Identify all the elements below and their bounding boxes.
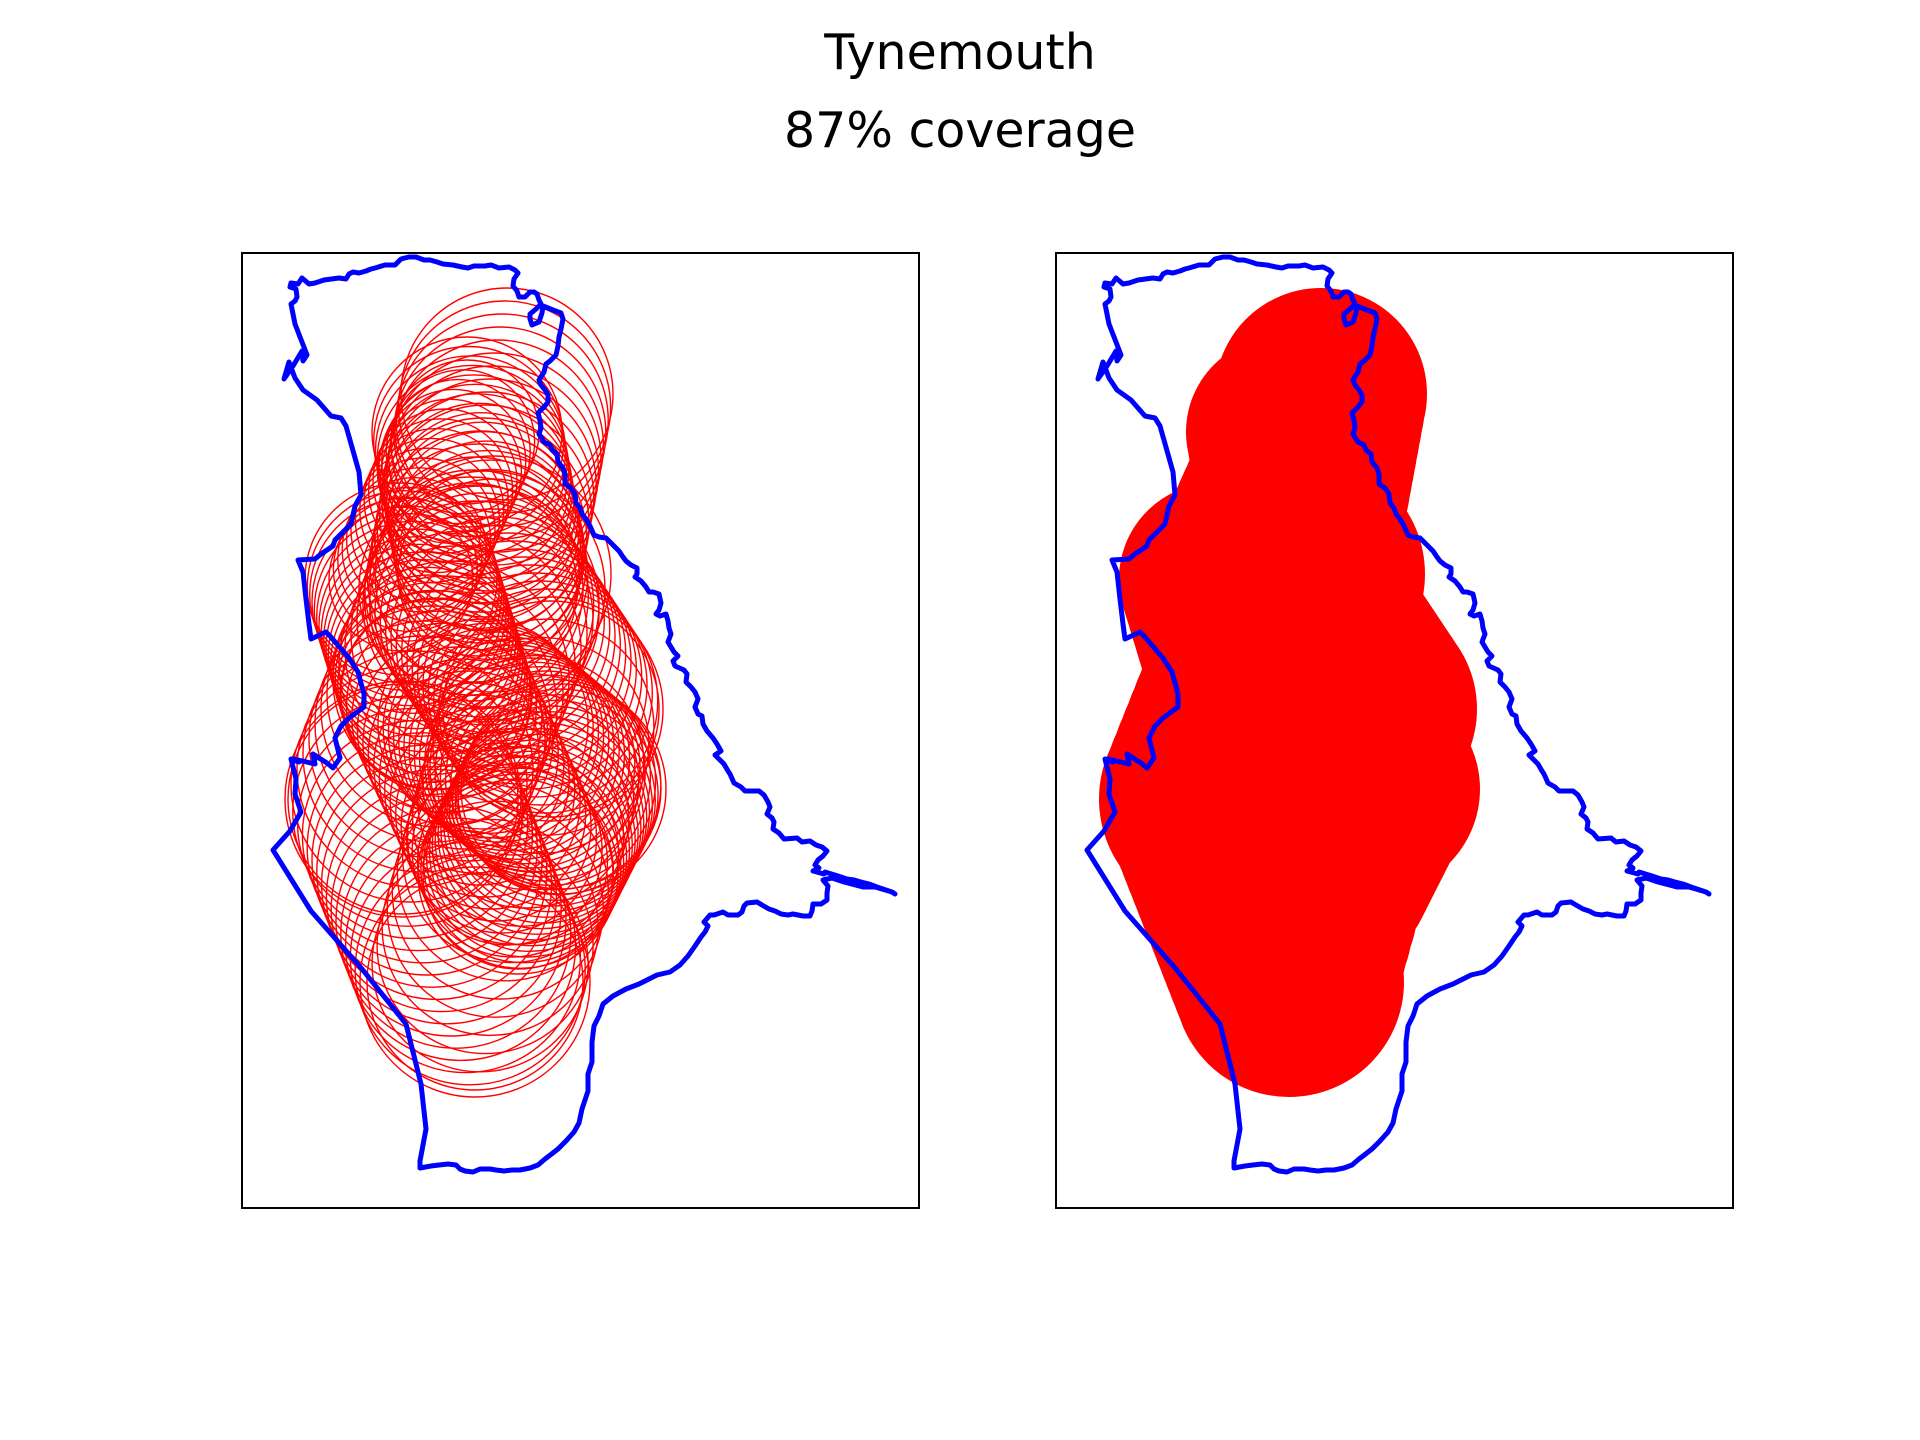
coverage-circle: [394, 718, 587, 910]
coverage-circle: [448, 711, 651, 913]
coverage-circle: [392, 631, 605, 843]
coverage-circle: [428, 750, 631, 952]
tynemouth-boundary: [1084, 254, 1712, 1175]
coverage-circle: [437, 733, 639, 935]
coverage-circle: [444, 674, 657, 886]
coverage-circle: [377, 618, 589, 830]
figure-title: Tynemouth: [824, 24, 1096, 81]
coverage-circle: [386, 421, 579, 613]
coverage-fill-circle: [1192, 619, 1402, 829]
coverage-circle: [408, 644, 620, 856]
coverage-circle: [376, 398, 523, 544]
coverage-circle: [387, 627, 600, 839]
map-panel-circles: [241, 252, 920, 1209]
coverage-circle: [366, 873, 584, 1091]
coverage-circle: [457, 694, 659, 896]
coverage-circle: [359, 866, 591, 1098]
coverage-circle: [434, 666, 646, 878]
coverage-circle: [354, 854, 586, 1086]
coverage-circle: [325, 551, 519, 745]
coverage-circle: [454, 699, 656, 901]
union-map-svg: [1084, 254, 1712, 1175]
coverage-circle: [424, 657, 636, 869]
coverage-union: [1099, 288, 1480, 1097]
coverage-circle: [385, 378, 531, 525]
coverage-circle: [434, 739, 636, 941]
coverage-circle: [450, 679, 662, 891]
coverage-circle: [418, 653, 631, 865]
coverage-circle: [378, 374, 570, 566]
coverage-circle: [332, 574, 526, 768]
coverage-circle: [440, 728, 642, 930]
coverage-circle: [423, 762, 625, 964]
coverage-circle: [393, 459, 586, 651]
coverage-circle: [341, 476, 487, 623]
coverage-circle: [354, 447, 501, 593]
coverage-circle: [403, 640, 615, 852]
coverage-circle: [290, 665, 528, 903]
coverage-circle: [455, 683, 667, 895]
coverage-circle: [439, 670, 652, 882]
coverage-circle: [446, 716, 648, 918]
coverage-circle: [363, 427, 509, 574]
coverage-circle: [425, 756, 628, 958]
coverage-circle: [411, 754, 603, 946]
coverage-subtitle: 87% coverage: [784, 102, 1136, 159]
map-panel-union: [1055, 252, 1734, 1209]
coverage-circle: [416, 766, 609, 958]
coverage-circle: [405, 742, 598, 934]
coverage-circle: [389, 369, 536, 515]
coverage-circles: [284, 287, 667, 1098]
circles-map-svg: [270, 254, 898, 1175]
coverage-circle: [350, 457, 496, 603]
coverage-circle: [372, 345, 565, 538]
coverage-circle: [327, 559, 522, 753]
coverage-circle: [381, 388, 527, 535]
coverage-circle: [429, 661, 641, 873]
coverage-circle: [398, 635, 610, 847]
coverage-circle: [367, 418, 514, 564]
coverage-circle: [337, 486, 483, 633]
coverage-circle: [372, 408, 518, 554]
coverage-circle: [345, 467, 492, 613]
tynemouth-boundary: [270, 254, 898, 1175]
coverage-circle: [413, 648, 626, 860]
coverage-circle: [382, 622, 594, 834]
